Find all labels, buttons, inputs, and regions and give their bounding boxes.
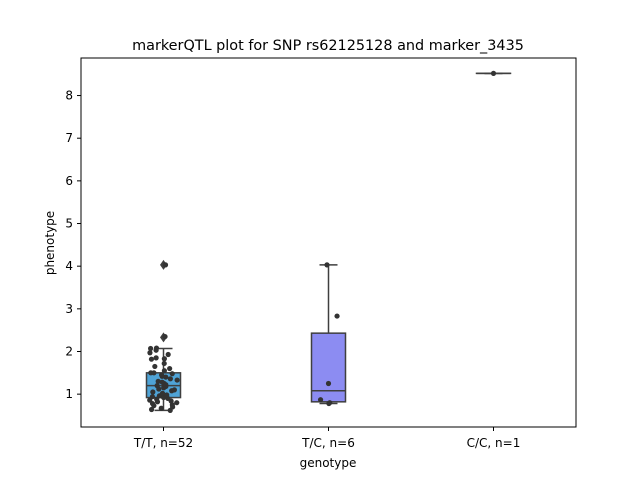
data-point (325, 380, 332, 387)
data-point (159, 372, 165, 378)
data-point (158, 405, 164, 411)
data-point (324, 262, 330, 268)
y-tick-label: 7 (65, 131, 73, 145)
data-point (148, 356, 155, 362)
data-point (148, 406, 155, 413)
data-point (161, 356, 167, 362)
y-tick-label: 6 (65, 174, 73, 188)
data-point (159, 379, 165, 385)
y-tick-label: 1 (65, 387, 73, 401)
x-axis-label: genotype (300, 456, 357, 470)
data-point (150, 389, 156, 395)
data-point (490, 70, 497, 76)
data-point (152, 363, 158, 370)
data-point (153, 355, 159, 361)
data-point (151, 370, 157, 376)
data-point (153, 345, 160, 351)
x-tick-label: T/C, n=6 (301, 436, 355, 450)
data-point (149, 394, 156, 400)
data-point (165, 351, 171, 358)
y-tick-label: 8 (65, 89, 73, 103)
chart-title: markerQTL plot for SNP rs62125128 and ma… (132, 38, 524, 54)
x-tick-label: C/C, n=1 (467, 436, 521, 450)
y-tick-label: 3 (65, 302, 73, 316)
data-point (154, 383, 160, 389)
data-point (167, 365, 173, 372)
data-point (327, 400, 333, 406)
x-tick-label: T/T, n=52 (133, 436, 193, 450)
data-point (161, 360, 167, 367)
data-point (317, 397, 324, 403)
data-point (159, 390, 166, 396)
box-group (145, 259, 182, 413)
box (310, 332, 347, 403)
data-point (171, 387, 177, 393)
data-point (167, 376, 173, 382)
data-point (162, 262, 169, 268)
x-axis: T/T, n=52 T/C, n=6 C/C, n=1 (133, 427, 521, 450)
y-axis: 1 2 3 4 5 6 7 8 (65, 89, 81, 401)
y-tick-label: 4 (65, 259, 73, 273)
data-point (164, 392, 170, 398)
data-point (334, 313, 340, 319)
data-point (174, 400, 180, 406)
data-point (161, 368, 167, 374)
data-point (169, 371, 175, 377)
y-tick-label: 2 (65, 344, 73, 358)
box-group (475, 70, 512, 76)
data-point (162, 333, 168, 340)
data-point (148, 345, 154, 352)
data-point (147, 350, 153, 356)
y-tick-label: 5 (65, 217, 73, 231)
y-axis-label: phenotype (43, 211, 57, 275)
data-point (174, 377, 180, 383)
data-point (155, 378, 161, 384)
plot-area (145, 70, 512, 413)
box-group (310, 262, 347, 407)
